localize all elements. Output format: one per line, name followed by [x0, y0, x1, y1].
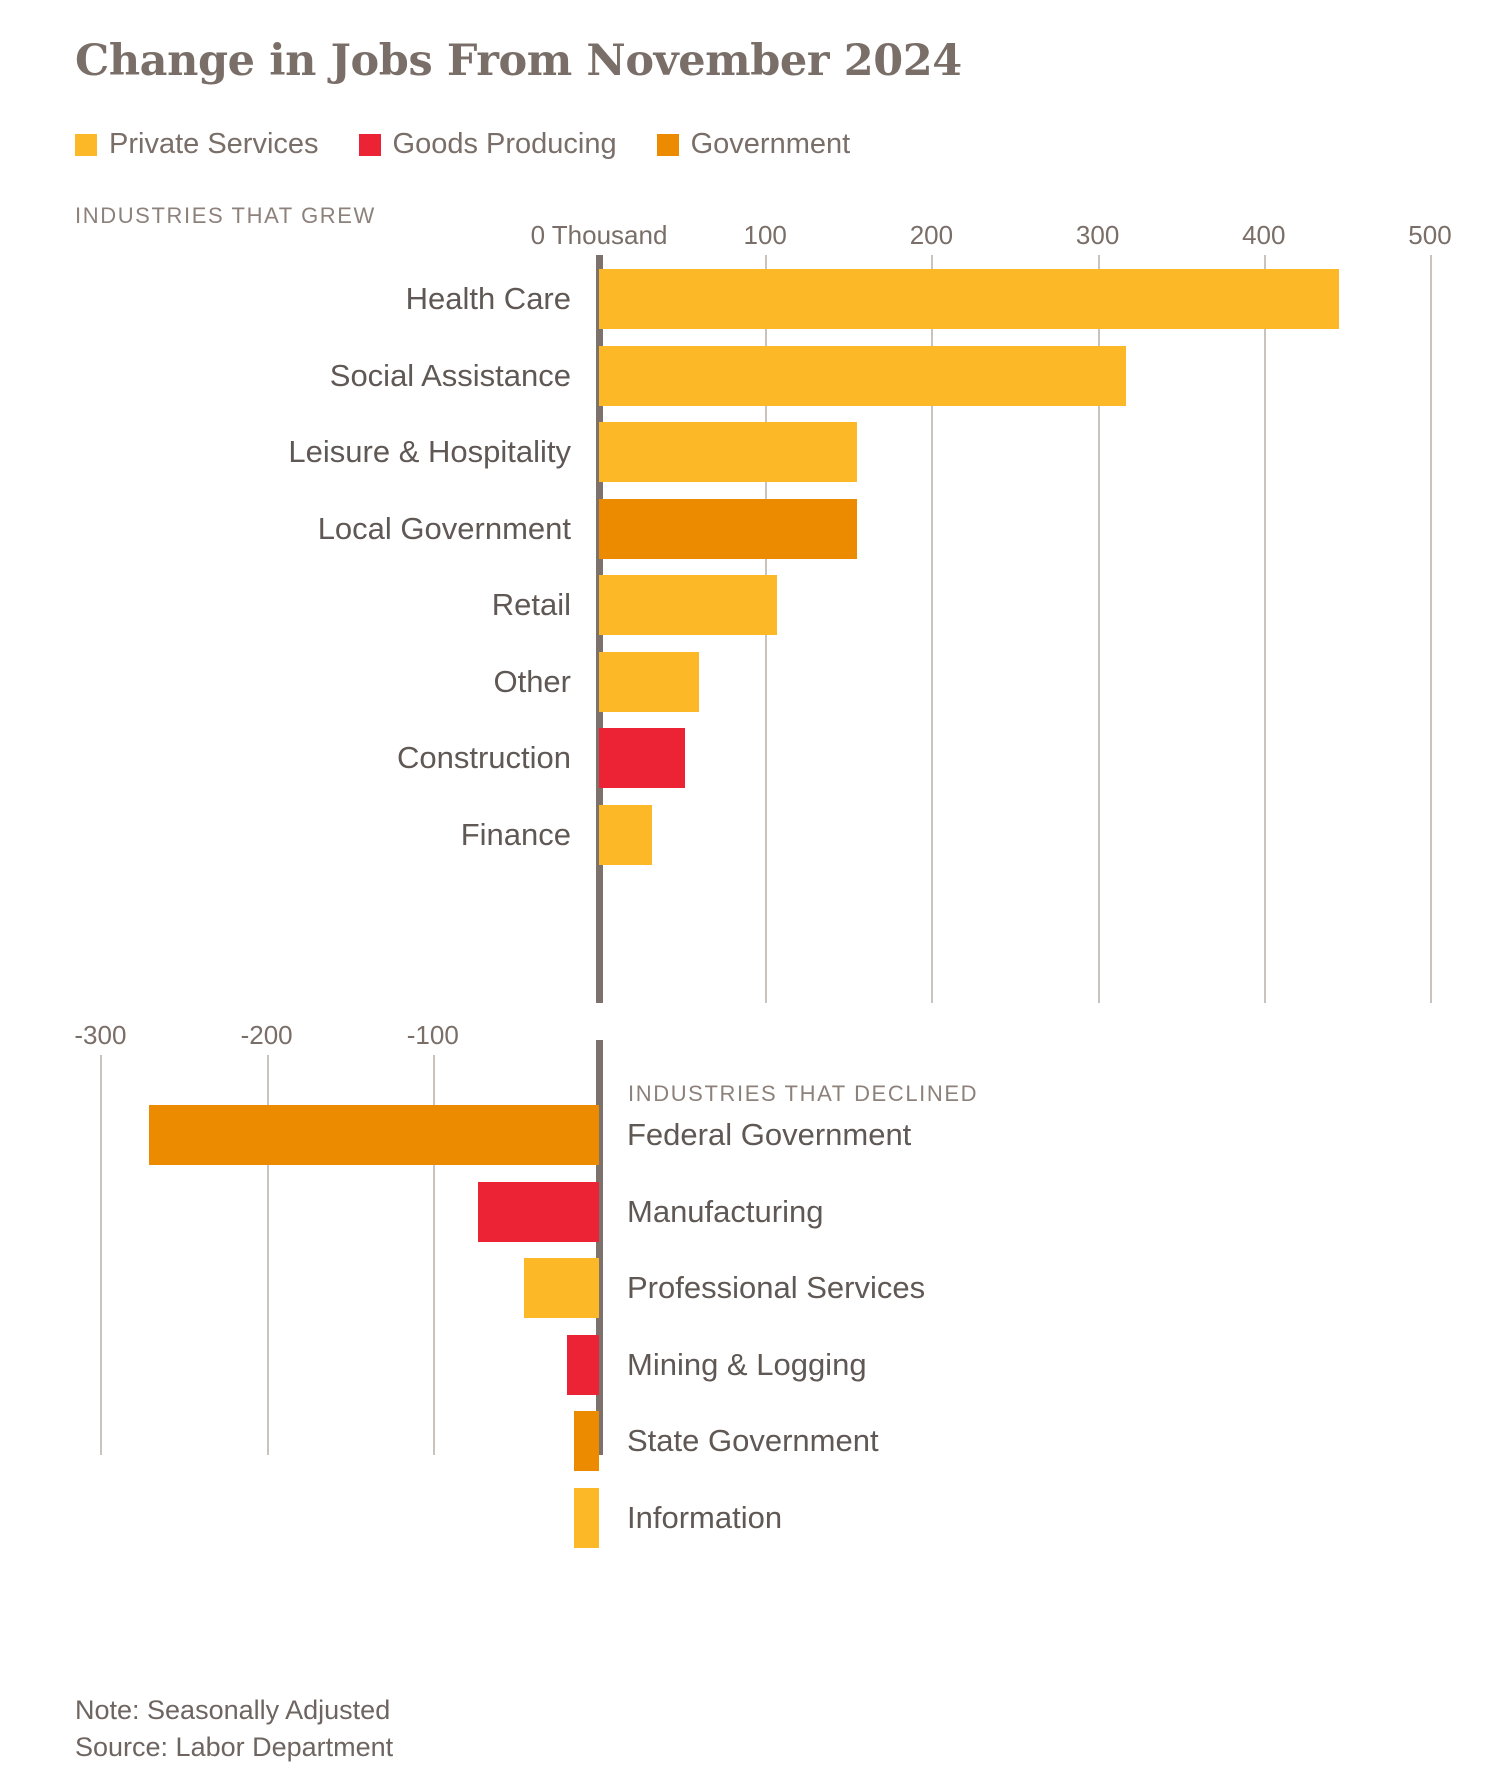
bar-row[interactable]: Retail — [0, 575, 1500, 635]
bar[interactable] — [524, 1258, 599, 1318]
category-label: Local Government — [317, 510, 571, 546]
chart-legend: Private Services Goods Producing Governmen… — [75, 130, 850, 159]
bar[interactable] — [599, 345, 1126, 406]
x-axis-tick-label: 100 — [743, 220, 787, 250]
x-axis-tick-label: 400 — [1242, 220, 1286, 250]
bar-row[interactable]: Information — [0, 1487, 1500, 1548]
category-label: Mining & Logging — [627, 1346, 867, 1382]
legend-item-label: Goods Producing — [392, 128, 617, 160]
legend-item-label: Government — [690, 128, 851, 160]
legend-item-government[interactable]: Government — [656, 128, 851, 160]
gridline — [1097, 255, 1100, 1003]
page-title: Change in Jobs From November 2024 — [75, 36, 962, 86]
bar-row[interactable]: Health Care — [0, 269, 1500, 329]
bar[interactable] — [148, 1105, 599, 1165]
bar-row[interactable]: Federal Government — [0, 1105, 1500, 1165]
panel-industries-declined: -300 -200 -100 Federal Government Manufactu… — [0, 1020, 1500, 1548]
zero-axis-line — [596, 1040, 603, 1455]
section-caption-declined: INDUSTRIES THAT DECLINED — [628, 1081, 979, 1106]
gridline — [1430, 255, 1432, 1003]
bar[interactable] — [599, 422, 857, 482]
bar[interactable] — [574, 1411, 599, 1471]
x-axis-tick-label: -200 — [240, 1020, 293, 1050]
x-axis-tick-label: -100 — [406, 1020, 459, 1050]
gridline — [1263, 255, 1266, 1003]
category-label: Finance — [460, 816, 571, 852]
bar-row[interactable]: Professional Services — [0, 1258, 1500, 1318]
x-axis-tick-label: 0 Thousand — [530, 220, 668, 250]
bar-row[interactable]: Construction — [0, 728, 1500, 788]
bar[interactable] — [599, 269, 1339, 329]
legend-item-goods-producing[interactable]: Goods Producing — [358, 128, 617, 160]
bar[interactable] — [477, 1181, 599, 1242]
legend-swatch-icon — [656, 133, 679, 156]
bar-row[interactable]: Local Government — [0, 498, 1500, 559]
category-label: Manufacturing — [627, 1193, 824, 1229]
category-label: Professional Services — [627, 1270, 926, 1305]
category-label: Social Assistance — [329, 357, 571, 393]
category-label: Federal Government — [627, 1117, 912, 1152]
bar[interactable] — [574, 1487, 599, 1548]
bar[interactable] — [599, 728, 686, 788]
bar-row[interactable]: State Government — [0, 1411, 1500, 1471]
bar[interactable] — [599, 804, 653, 865]
bar[interactable] — [567, 1334, 599, 1395]
legend-swatch-icon — [358, 133, 381, 156]
x-axis-tick-label: 200 — [909, 220, 954, 250]
category-label: State Government — [627, 1423, 879, 1458]
section-caption-grew: INDUSTRIES THAT GREW — [75, 203, 376, 228]
gridlines-declined — [0, 1040, 1500, 1455]
gridline — [432, 1055, 435, 1455]
category-label: Leisure & Hospitality — [288, 434, 571, 469]
legend-item-private-services[interactable]: Private Services — [75, 130, 319, 159]
bar[interactable] — [599, 575, 777, 635]
category-label: Retail — [491, 587, 571, 622]
bar-row[interactable]: Mining & Logging — [0, 1334, 1500, 1395]
legend-swatch-icon — [75, 133, 97, 156]
gridline — [266, 1055, 269, 1455]
category-label: Other — [493, 663, 571, 699]
bar-row[interactable]: Social Assistance — [0, 345, 1500, 406]
x-axis-tick-label: 300 — [1075, 220, 1120, 250]
gridline — [931, 255, 934, 1003]
gridline — [100, 1055, 103, 1455]
bar-row[interactable]: Manufacturing — [0, 1181, 1500, 1242]
bar-row[interactable]: Leisure & Hospitality — [0, 422, 1500, 482]
panel-industries-grew: 0 Thousand 100 200 300 400 500 Health Care Soc… — [0, 220, 1500, 1005]
footnote-note: Note: Seasonally Adjusted — [75, 1695, 391, 1725]
category-label: Health Care — [405, 281, 571, 316]
bar[interactable] — [599, 651, 699, 712]
footnotes: Note: Seasonally Adjusted Source: Labor … — [75, 1692, 393, 1767]
category-label: Information — [627, 1499, 783, 1535]
legend-item-label: Private Services — [109, 128, 319, 160]
x-axis-tick-label: -300 — [74, 1020, 127, 1050]
bar[interactable] — [599, 498, 857, 559]
bar-row[interactable]: Other — [0, 651, 1500, 712]
bar-row[interactable]: Finance — [0, 804, 1500, 865]
footnote-source: Source: Labor Department — [75, 1732, 394, 1763]
x-axis-tick-label: 500 — [1408, 220, 1452, 250]
category-label: Construction — [396, 740, 571, 775]
